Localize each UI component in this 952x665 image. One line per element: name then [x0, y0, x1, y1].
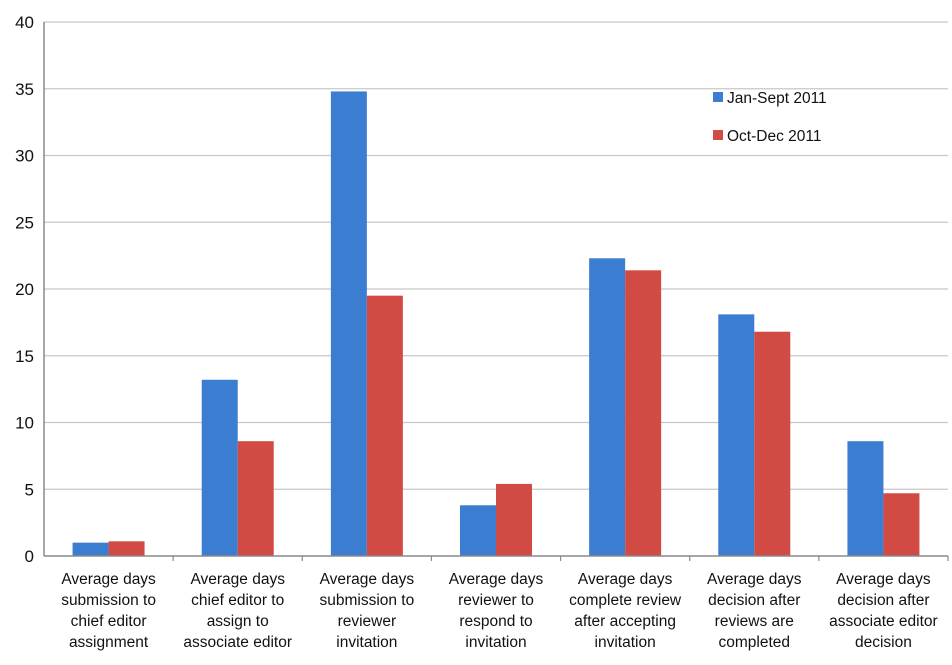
- y-tick-label: 40: [15, 13, 34, 32]
- legend-swatch: [713, 92, 723, 102]
- x-tick-label: Average days decision after associate edit…: [829, 571, 938, 651]
- legend-label: Oct-Dec 2011: [727, 128, 821, 145]
- bar-jan-sept-2011: [330, 91, 367, 557]
- bar-oct-dec-2011: [883, 493, 920, 556]
- bars: [72, 91, 920, 557]
- bar-jan-sept-2011: [589, 258, 626, 556]
- bar-oct-dec-2011: [108, 541, 145, 556]
- x-tick-label: Average days submission to reviewer invitat…: [319, 571, 414, 651]
- y-tick-label: 10: [15, 414, 34, 433]
- bar-oct-dec-2011: [237, 441, 274, 556]
- bar-oct-dec-2011: [496, 483, 532, 556]
- bar-jan-sept-2011: [847, 441, 884, 556]
- y-tick-label: 20: [15, 280, 34, 299]
- y-tick-label: 5: [25, 480, 34, 499]
- y-axis-ticks: 0 5 10 15 20 25 30 35 40: [15, 13, 34, 566]
- legend-swatch: [713, 130, 723, 140]
- x-tick-label: Average days reviewer to respond to invitat…: [449, 571, 544, 651]
- y-tick-label: 0: [25, 547, 34, 566]
- bar-oct-dec-2011: [625, 270, 662, 556]
- x-tick-label: Average days decision after reviews are com…: [707, 571, 802, 651]
- y-tick-label: 25: [15, 213, 34, 232]
- x-tick-label: Average days submission to chief editor ass…: [61, 571, 156, 651]
- bar-jan-sept-2011: [460, 505, 496, 556]
- bar-oct-dec-2011: [754, 331, 791, 556]
- y-tick-label: 15: [15, 347, 34, 366]
- bar-jan-sept-2011: [718, 314, 755, 556]
- y-tick-label: 35: [15, 80, 34, 99]
- x-tick-label: Average days chief editor to assign to asso…: [183, 571, 292, 651]
- legend-label: Jan-Sept 2011: [727, 90, 827, 107]
- gridlines: [44, 21, 949, 561]
- bar-jan-sept-2011: [201, 379, 238, 556]
- bar-oct-dec-2011: [366, 295, 403, 556]
- x-tick-label: Average days complete review after accepti…: [569, 571, 682, 651]
- legend: Jan-Sept 2011 Oct-Dec 2011: [713, 90, 827, 145]
- x-axis-labels: Average days submission to chief editor ass…: [61, 571, 938, 651]
- y-tick-label: 30: [15, 147, 34, 166]
- bar-jan-sept-2011: [72, 542, 109, 556]
